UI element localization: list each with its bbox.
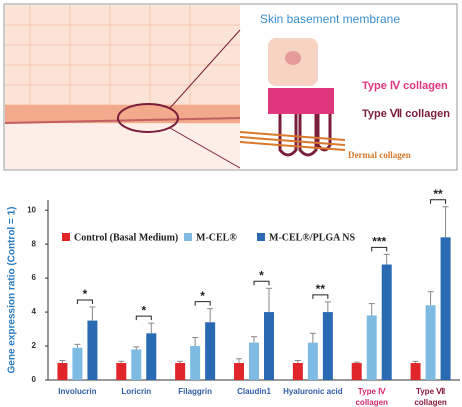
significance: *** <box>372 235 386 249</box>
bar <box>308 343 318 380</box>
legend-label: Control (Basal Medium) <box>74 232 178 243</box>
chart: 0 2 4 6 8 10 Control (Basal Medium) M-CEL® M-CEL… <box>27 187 460 407</box>
x-tick-label: Loricrin <box>121 387 151 396</box>
legend-label: M-CEL® <box>196 232 237 243</box>
x-tick-label: Type Ⅳ collagen <box>355 387 388 407</box>
x-tick-label: Hyaluronic acid <box>283 387 343 396</box>
significance: * <box>83 287 88 301</box>
illustration: Skin basement membrane Type Ⅳ collagen T… <box>4 4 457 170</box>
legend-swatch <box>184 233 192 241</box>
significance: ** <box>433 187 443 201</box>
bar <box>382 265 392 380</box>
bar <box>293 363 303 380</box>
nucleus <box>285 51 301 65</box>
bar <box>116 363 126 380</box>
bar <box>57 363 67 380</box>
y-tick-label: 0 <box>32 375 37 384</box>
x-tick-label-line: Type Ⅳ <box>358 387 386 396</box>
bar <box>426 305 436 380</box>
x-tick-label-line: collagen <box>414 398 447 407</box>
illustration-label: Type Ⅶ collagen <box>362 108 450 120</box>
bar <box>441 237 451 380</box>
bar <box>264 312 274 380</box>
legend-swatch <box>257 233 265 241</box>
bar <box>72 348 82 380</box>
y-tick-label: 2 <box>32 341 37 350</box>
y-tick-label: 4 <box>32 307 37 316</box>
figure: Skin basement membrane Type Ⅳ collagen T… <box>0 0 462 407</box>
bar <box>87 321 97 380</box>
bar <box>249 343 259 380</box>
x-tick-label-line: collagen <box>355 398 388 407</box>
type4-layer <box>268 88 334 114</box>
bar <box>367 315 377 380</box>
bar <box>190 346 200 380</box>
dermis <box>5 124 240 169</box>
y-axis-label: Gene expression ratio (Control = 1) <box>7 207 18 374</box>
legend-label: M-CEL®/PLGA NS <box>269 232 356 243</box>
x-tick-label: Involucrin <box>58 387 96 396</box>
illustration-title: Skin basement membrane <box>260 12 400 26</box>
x-tick-label: Claudin1 <box>237 387 271 396</box>
y-tick-label: 6 <box>32 273 37 282</box>
x-tick-label-line: Type Ⅶ <box>416 387 445 396</box>
bar <box>411 363 421 380</box>
bar <box>234 363 244 380</box>
bar <box>352 363 362 380</box>
bar <box>205 322 215 380</box>
x-tick-label: Type Ⅶ collagen <box>414 387 447 407</box>
x-tick-label: Filaggrin <box>178 387 212 396</box>
significance: * <box>259 268 264 282</box>
illustration-label: Dermal collagen <box>348 150 411 160</box>
bar <box>323 312 333 380</box>
bar <box>146 333 156 380</box>
bar <box>131 349 141 380</box>
significance: * <box>200 289 205 303</box>
y-tick-label: 8 <box>32 239 37 248</box>
bar <box>175 363 185 380</box>
legend-swatch <box>62 233 70 241</box>
significance: ** <box>316 282 326 296</box>
significance: * <box>141 303 146 317</box>
illustration-label: Type Ⅳ collagen <box>362 80 448 92</box>
y-tick-label: 10 <box>27 205 36 214</box>
